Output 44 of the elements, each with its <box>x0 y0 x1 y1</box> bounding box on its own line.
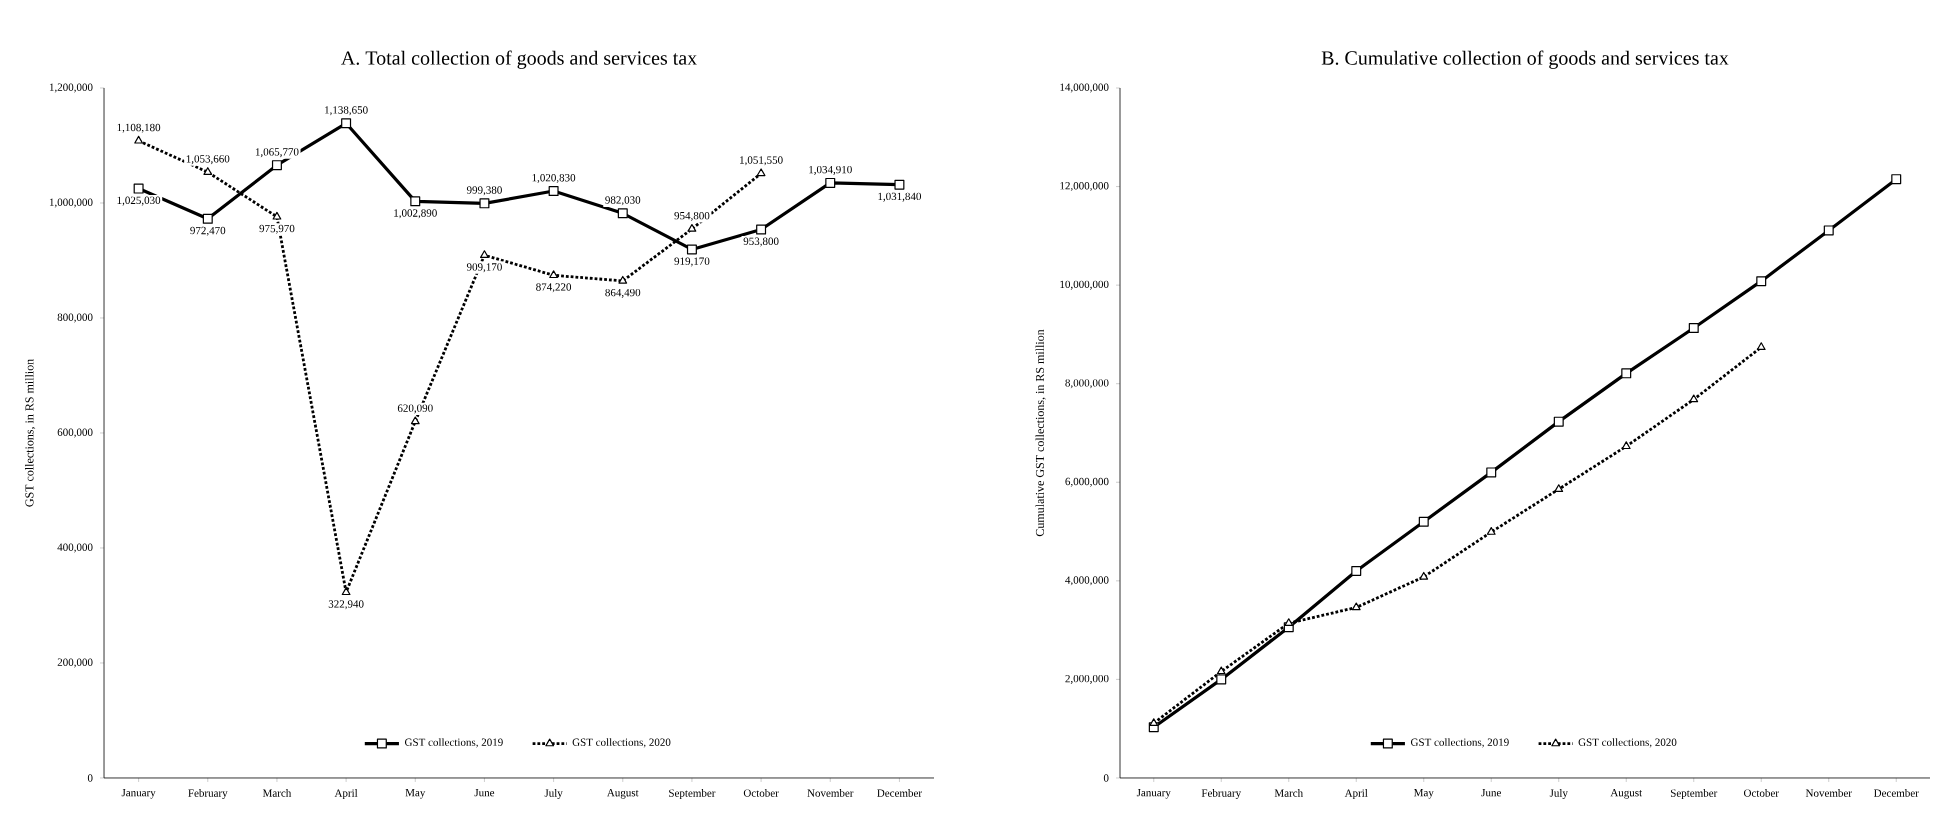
point <box>134 135 144 144</box>
point <box>894 179 905 190</box>
point <box>1621 441 1631 450</box>
point <box>1823 225 1834 236</box>
point <box>1553 416 1564 427</box>
point <box>686 244 697 255</box>
point <box>1688 323 1699 333</box>
point <box>341 587 351 596</box>
point <box>548 186 559 196</box>
point <box>1756 342 1766 351</box>
point <box>272 211 282 220</box>
point <box>479 198 490 209</box>
point <box>687 223 697 232</box>
point <box>549 270 559 279</box>
point <box>1419 571 1429 580</box>
point <box>825 177 836 188</box>
point <box>410 416 420 425</box>
point <box>1689 394 1699 403</box>
point <box>202 213 213 224</box>
point <box>618 275 628 284</box>
point <box>1756 276 1767 287</box>
point <box>410 196 421 207</box>
point <box>1351 565 1362 576</box>
point <box>1149 718 1159 727</box>
point <box>1891 174 1902 185</box>
point <box>617 208 628 219</box>
point <box>1486 467 1497 478</box>
point <box>1284 618 1294 627</box>
point <box>1554 484 1564 492</box>
point <box>271 160 282 171</box>
point <box>1351 602 1361 611</box>
point <box>756 168 766 177</box>
point <box>341 118 352 129</box>
point <box>203 167 213 175</box>
chart-title: B. Cumulative collection of goods and services tax <box>1321 50 1729 69</box>
point <box>480 250 489 259</box>
point <box>1418 516 1429 527</box>
point <box>1216 666 1226 675</box>
point <box>1216 674 1227 685</box>
point <box>756 224 767 235</box>
point <box>1486 527 1496 535</box>
point <box>133 183 144 194</box>
point <box>1621 368 1632 379</box>
chart-title: A. Total collection of goods and services tax <box>341 50 697 69</box>
